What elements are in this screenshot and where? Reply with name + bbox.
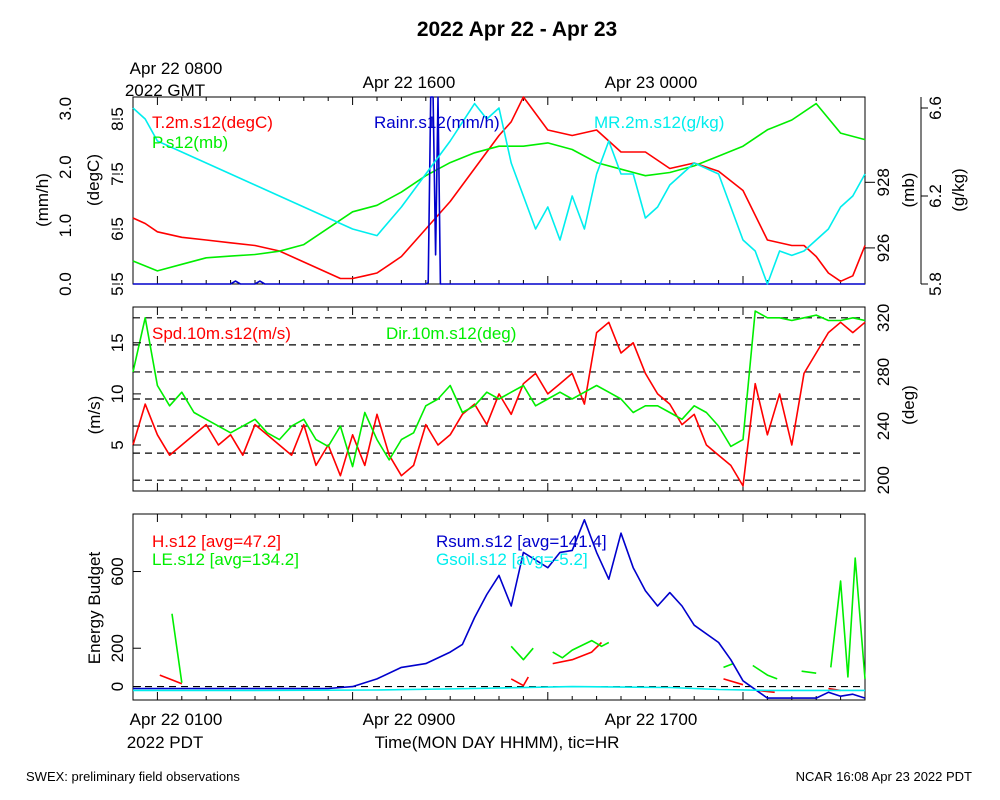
series-line-3 [132, 102, 866, 285]
series-line-0 [132, 96, 866, 283]
chart-title: 2022 Apr 22 - Apr 23 [417, 18, 617, 41]
spd-tick-label: 5 [108, 440, 127, 449]
spd-axis-label: (m/s) [85, 396, 104, 435]
footer-left: SWEX: preliminary field observations [26, 769, 240, 784]
pres-axis-label: (mb) [899, 173, 918, 208]
energy-tick-label: 200 [108, 634, 127, 662]
temp-tick-label: 8.5 [108, 107, 127, 131]
dir-tick-label: 280 [874, 358, 893, 386]
series-line-1 [132, 102, 866, 272]
legend-label: H.s12 [avg=47.2] [152, 532, 281, 551]
top-axis-label-0-sub: 2022 GMT [125, 81, 205, 100]
energy-tick-label: 0 [108, 682, 127, 691]
legend-label: Rainr.s12(mm/h) [374, 113, 500, 132]
top-axis-label-2: Apr 23 0000 [605, 73, 698, 92]
pres-tick-label: 928 [874, 168, 893, 196]
legend-label: Dir.10m.s12(deg) [386, 324, 516, 343]
series-line-2 [133, 519, 866, 699]
energy-tick-label: 600 [108, 557, 127, 585]
temp-tick-label: 5.5 [108, 272, 127, 296]
series-line-2 [133, 96, 865, 285]
legend-label: Rsum.s12 [avg=141.4] [436, 532, 607, 551]
top-axis-label-1: Apr 22 1600 [363, 73, 456, 92]
footer-right: NCAR 16:08 Apr 23 2022 PDT [796, 769, 972, 784]
mr-tick-label: 6.6 [926, 96, 945, 120]
legend-label: Gsoil.s12 [avg=-5.2] [436, 550, 588, 569]
top-axis-label-0: Apr 22 0800 [130, 59, 223, 78]
rain-tick-label: 2.0 [56, 155, 75, 179]
panel-1 [132, 306, 866, 492]
pres-tick-label: 926 [874, 234, 893, 262]
rain-tick-label: 0.0 [56, 272, 75, 296]
rain-tick-label: 1.0 [56, 214, 75, 238]
temp-tick-label: 6.5 [108, 217, 127, 241]
bottom-axis-label-0: Apr 22 0100 [130, 710, 223, 729]
bottom-axis-label-1: Apr 22 0900 [363, 710, 456, 729]
dir-tick-label: 240 [874, 412, 893, 440]
legend-label: T.2m.s12(degC) [152, 113, 273, 132]
rain-axis-label: (mm/h) [33, 173, 52, 227]
spd-tick-label: 10 [108, 384, 127, 403]
mr-axis-label: (g/kg) [949, 168, 968, 211]
bottom-axis-label-2: Apr 22 1700 [605, 710, 698, 729]
series-line-0 [132, 321, 866, 487]
legend-label: LE.s12 [avg=134.2] [152, 550, 299, 569]
series-line-1 [132, 310, 866, 468]
panels: 0.0 1.0 2.0 3.0 (mm/h) 5.5 6.5 7.5 8.5 (degC) 926 9… [33, 96, 968, 701]
legend-label: Spd.10m.s12(m/s) [152, 324, 291, 343]
spd-tick-label: 15 [108, 333, 127, 352]
energy-axis-label: Energy Budget [85, 551, 104, 664]
dir-tick-label: 320 [874, 304, 893, 332]
dir-tick-label: 200 [874, 466, 893, 494]
panel-2 [132, 513, 866, 701]
series-line-3 [133, 685, 865, 692]
legend-label: MR.2m.s12(g/kg) [594, 113, 724, 132]
series-line-1 [171, 557, 866, 683]
bottom-axis-sublabel: 2022 PDT [127, 733, 204, 752]
temp-tick-label: 7.5 [108, 162, 127, 186]
panel-0 [132, 96, 866, 285]
temp-axis-label: (degC) [84, 154, 103, 206]
mr-tick-label: 6.2 [926, 184, 945, 208]
legend-label: P.s12(mb) [152, 133, 228, 152]
x-axis-title: Time(MON DAY HHMM), tic=HR [375, 733, 620, 752]
mr-tick-label: 5.8 [926, 272, 945, 296]
series-line-0 [159, 641, 841, 694]
dir-axis-label: (deg) [899, 385, 918, 425]
rain-tick-label: 3.0 [56, 97, 75, 121]
